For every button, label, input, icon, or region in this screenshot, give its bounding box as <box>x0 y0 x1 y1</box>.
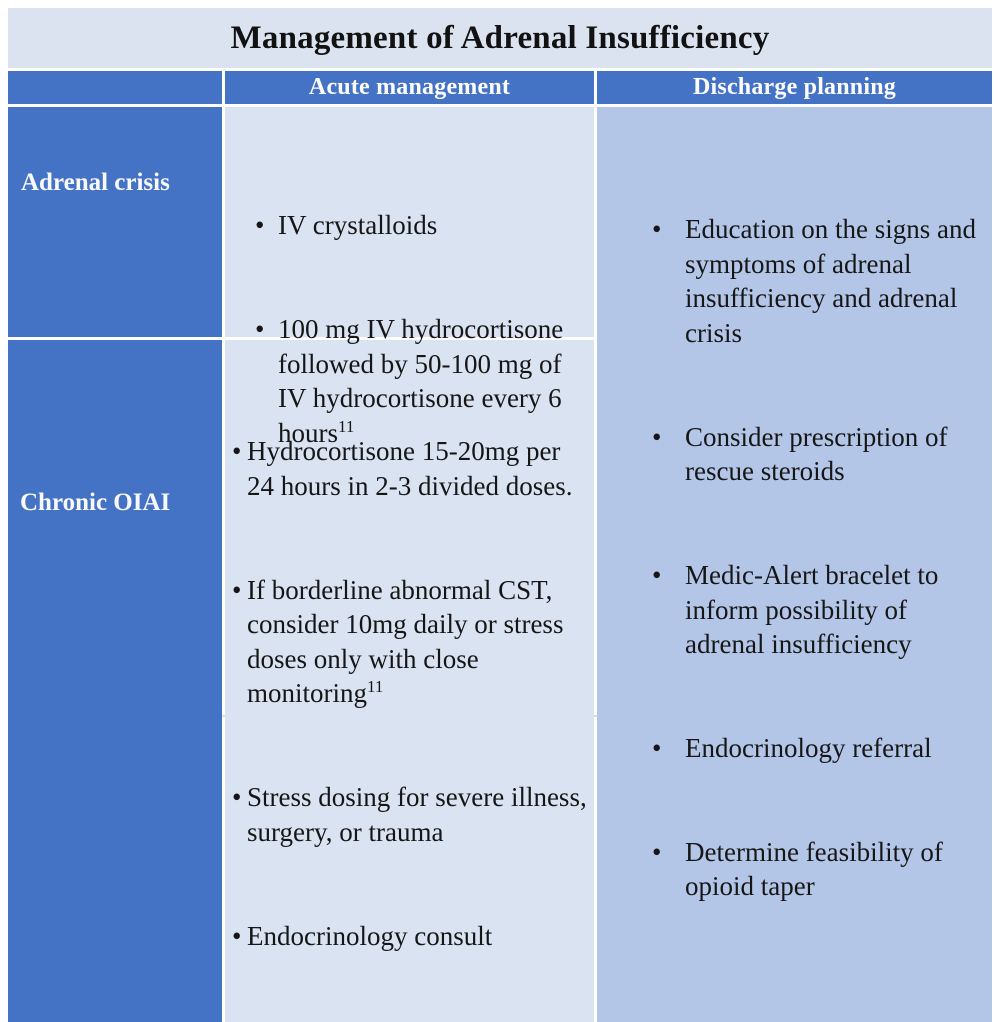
list-item: Determine feasibility of opioid taper <box>597 835 992 904</box>
management-adrenal-insufficiency-table: Management of Adrenal Insufficiency Acut… <box>8 8 992 1022</box>
header-row-label-cell <box>8 71 222 104</box>
header-acute-management-text: Acute management <box>308 74 511 100</box>
list-item: Endocrinology consult <box>225 919 594 954</box>
list-item: Endocrinology referral <box>597 731 992 766</box>
table-title: Management of Adrenal Insufficiency <box>8 8 992 68</box>
adrenal-crisis-acute-cell: IV crystalloids 100 mg IV hydrocortisone… <box>225 107 594 448</box>
list-item: Medic-Alert bracelet to inform possibili… <box>597 558 992 662</box>
header-discharge-planning-text: Discharge planning <box>693 74 896 100</box>
row-label-chronic-oiai-text: Chronic OIAI <box>20 489 171 516</box>
row-label-adrenal-crisis: Adrenal crisis <box>8 107 222 337</box>
list-item: Education on the signs and symptoms of a… <box>597 212 992 350</box>
chronic-oiai-acute-cell: Hydrocortisone 15-20mg per 24 hours in 2… <box>225 340 594 1022</box>
citation-superscript: 11 <box>367 677 384 697</box>
header-discharge-planning: Discharge planning <box>597 71 992 104</box>
row-label-chronic-oiai: Chronic OIAI <box>8 340 222 1022</box>
discharge-planning-list: Education on the signs and symptoms of a… <box>597 107 992 973</box>
list-item: IV crystalloids <box>225 208 594 243</box>
table-title-text: Management of Adrenal Insufficiency <box>230 19 770 56</box>
row-label-adrenal-crisis-text: Adrenal crisis <box>21 169 170 196</box>
list-item: Stress dosing for severe illness, surger… <box>225 780 594 849</box>
list-item: If borderline abnormal CST, consider 10m… <box>225 573 594 711</box>
list-item: 100 mg IV hydrocortisone followed by 50-… <box>225 312 594 450</box>
header-acute-management: Acute management <box>225 71 594 104</box>
chronic-oiai-acute-list: Hydrocortisone 15-20mg per 24 hours in 2… <box>225 340 594 1022</box>
citation-superscript: 11 <box>338 416 355 436</box>
discharge-planning-cell: Education on the signs and symptoms of a… <box>597 107 992 1022</box>
list-item: Consider prescription of rescue steroids <box>597 420 992 489</box>
list-item: Hydrocortisone 15-20mg per 24 hours in 2… <box>225 434 594 503</box>
